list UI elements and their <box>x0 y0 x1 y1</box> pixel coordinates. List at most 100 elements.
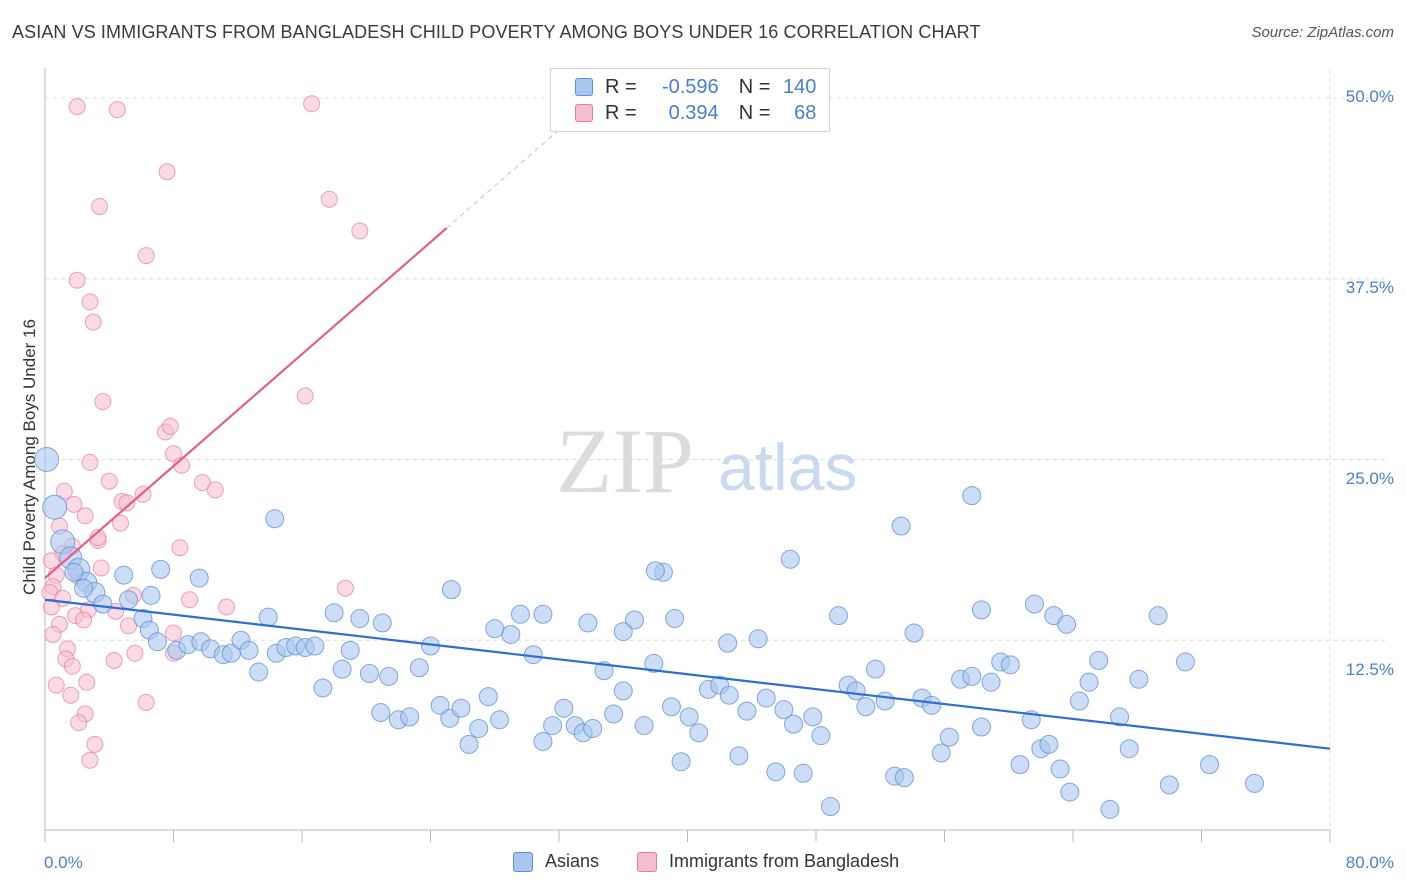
point-asian <box>891 516 911 536</box>
point-asian <box>1110 707 1130 727</box>
point-asian <box>604 704 624 724</box>
point-asian <box>189 568 209 588</box>
point-asian <box>613 681 633 701</box>
point-bangladesh <box>47 676 65 694</box>
point-bangladesh <box>75 611 93 629</box>
point-asian <box>441 580 461 600</box>
point-asian <box>379 666 399 686</box>
x-tick-label-0: 0.0% <box>44 853 83 872</box>
asians-legend-label: Asians <box>545 851 600 871</box>
x-tick-label-80: 80.0% <box>1345 853 1394 872</box>
point-asian <box>766 762 786 782</box>
watermark-atlas: atlas <box>718 430 857 504</box>
point-asian <box>737 701 757 721</box>
point-bangladesh <box>78 673 96 691</box>
point-asian <box>1024 594 1044 614</box>
point-asian <box>756 688 776 708</box>
point-asian <box>981 672 1001 692</box>
point-asian <box>1050 759 1070 779</box>
point-asian <box>780 549 800 569</box>
point-asian <box>1119 739 1139 759</box>
point-asian <box>939 727 959 747</box>
point-bangladesh <box>63 657 81 675</box>
legend-n-value: 68 <box>794 101 817 124</box>
point-asian <box>671 752 691 772</box>
legend-r-value: -0.596 <box>661 75 719 98</box>
legend-n-label: N = <box>738 101 771 124</box>
point-bangladesh <box>158 163 176 181</box>
point-asian <box>661 697 681 717</box>
point-bangladesh <box>70 714 88 732</box>
point-bangladesh <box>84 313 102 331</box>
point-bangladesh <box>91 197 109 215</box>
point-asian <box>718 633 738 653</box>
point-bangladesh <box>137 693 155 711</box>
stats-legend: R = -0.596 N = 140 R = 0.394 N = 68 <box>550 68 830 132</box>
point-asian <box>583 718 603 738</box>
point-asian <box>793 763 813 783</box>
legend-r-value: 0.394 <box>668 101 719 124</box>
bangladesh-swatch <box>575 104 593 122</box>
point-asian <box>1069 691 1089 711</box>
point-asian <box>430 695 450 715</box>
point-asian <box>510 604 530 624</box>
point-asian <box>114 565 134 585</box>
point-bangladesh <box>62 686 80 704</box>
point-bangladesh <box>336 579 354 597</box>
point-asian <box>1089 650 1109 670</box>
point-asian <box>729 746 749 766</box>
point-bangladesh <box>171 539 189 557</box>
point-asian <box>1148 606 1168 626</box>
point-asian <box>1057 614 1077 634</box>
point-asian <box>803 707 823 727</box>
point-bangladesh <box>126 644 144 662</box>
point-asian <box>93 594 113 614</box>
legend-row-asians: R = -0.596 N = 140 <box>575 75 816 99</box>
point-asian <box>578 613 598 633</box>
point-asian <box>371 703 391 723</box>
point-asian <box>490 710 510 730</box>
point-asian <box>141 585 161 605</box>
point-asian <box>359 664 379 684</box>
point-bangladesh <box>161 417 179 435</box>
point-bangladesh <box>86 735 104 753</box>
point-asian <box>372 613 392 633</box>
point-asian <box>409 658 429 678</box>
point-asian <box>811 726 831 746</box>
y-tick-label-12-5: 12.5% <box>1345 660 1394 679</box>
point-asian <box>894 768 914 788</box>
watermark-zip: ZIP <box>556 410 694 512</box>
point-asian <box>875 691 895 711</box>
asians-legend-swatch <box>513 851 533 872</box>
point-asian <box>239 640 259 660</box>
point-asian <box>665 609 685 629</box>
point-asian <box>1200 755 1220 775</box>
point-bangladesh <box>296 387 314 405</box>
legend-r-label: R = <box>605 101 637 124</box>
series-asian-points <box>34 447 1265 819</box>
point-bangladesh <box>118 494 136 512</box>
source-label: Source: ZipAtlas.com <box>1251 24 1394 41</box>
point-bangladesh <box>81 751 99 769</box>
point-asian <box>1100 799 1120 819</box>
point-asian <box>459 734 479 754</box>
point-bangladesh <box>92 559 110 577</box>
point-bangladesh <box>68 271 86 289</box>
point-asian <box>485 619 505 639</box>
point-asian <box>324 603 344 623</box>
point-asian <box>543 716 563 736</box>
point-asian <box>151 559 171 579</box>
point-asian <box>634 716 654 736</box>
point-asian <box>1159 775 1179 795</box>
trend-line-bangladesh-extension <box>446 129 560 229</box>
point-asian <box>689 723 709 743</box>
legend-n-label: N = <box>738 75 771 98</box>
point-asian <box>931 743 951 763</box>
point-bangladesh <box>44 625 62 643</box>
legend-r-label: R = <box>605 75 637 98</box>
point-bangladesh <box>165 624 182 642</box>
point-asian <box>249 662 269 682</box>
point-asian <box>613 622 633 642</box>
point-bangladesh <box>108 101 126 119</box>
